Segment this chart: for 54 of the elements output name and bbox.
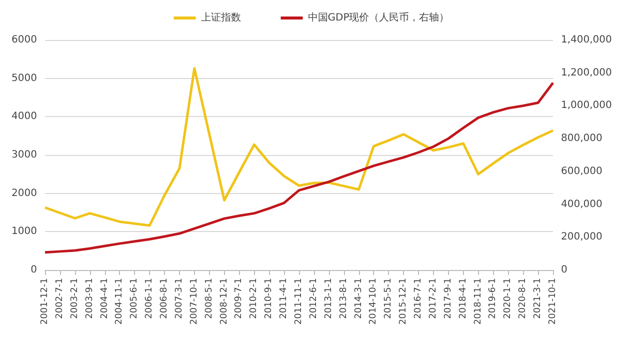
x-tick-label: 2021-3-1	[533, 278, 544, 319]
x-tick-label: 2014-3-1	[354, 278, 364, 319]
x-tick-label: 2010-2-1	[249, 278, 260, 319]
y-tick-label: 5000	[12, 72, 37, 84]
y-tick-label: 3000	[12, 150, 37, 160]
x-tick-label: 2017-2-1	[428, 278, 438, 319]
line-series	[44, 67, 554, 227]
x-tick-label: 2013-1-1	[324, 278, 334, 319]
x-tick-label: 2006-8-1	[160, 278, 170, 319]
x-tick-label: 2002-7-1	[54, 278, 65, 319]
x-tick-label: 2016-7-1	[414, 278, 424, 319]
x-tick-label: 2004-4-1	[100, 278, 110, 319]
legend-label: 上证指数	[200, 12, 241, 24]
x-tick-label: 2015-5-1	[384, 278, 394, 319]
y2-tick-label: 1,200,000	[561, 67, 612, 78]
y2-tick-label: 0	[561, 264, 568, 276]
y-tick-label: 6000	[12, 34, 37, 46]
y-tick-label: 4000	[12, 111, 37, 122]
x-tick-label: 2008-5-1	[204, 278, 214, 319]
line-series	[44, 82, 554, 254]
x-tick-label: 2009-7-1	[234, 278, 244, 319]
y-tick-label: 0	[30, 264, 37, 276]
y2-tick-label: 1,400,000	[561, 34, 612, 46]
x-tick-label: 2005-6-1	[130, 278, 140, 319]
legend-label: 中国GDP现价（人民币，右轴）	[308, 12, 450, 24]
x-tick-label: 2006-1-1	[144, 278, 155, 319]
x-tick-label: 2018-11-1	[473, 278, 484, 325]
x-tick-label: 2019-6-1	[488, 278, 498, 319]
x-tick-label: 2011-4-1	[279, 278, 290, 319]
x-tick-label: 2004-11-1	[114, 278, 125, 325]
y2-tick-label: 200,000	[561, 232, 602, 243]
x-tick-label: 2003-2-1	[70, 278, 80, 319]
y-tick-label: 1000	[12, 226, 37, 238]
x-tick-label: 2007-3-1	[174, 278, 184, 319]
x-tick-label: 2013-8-1	[338, 278, 349, 319]
x-tick-label: 2018-4-1	[458, 278, 468, 319]
y2-tick-label: 1,000,000	[561, 100, 612, 112]
x-tick-label: 2008-12-1	[219, 278, 230, 325]
x-tick-label: 2010-9-1	[264, 278, 274, 319]
x-tick-label: 2020-1-1	[503, 278, 514, 319]
y2-tick-label: 400,000	[561, 198, 602, 210]
x-tick-label: 2020-8-1	[518, 278, 528, 319]
x-tick-label: 2015-12-1	[398, 278, 409, 325]
x-tick-label: 2021-10-1	[548, 278, 558, 325]
y2-tick-label: 600,000	[561, 166, 602, 177]
x-tick-label: 2003-9-1	[84, 278, 95, 319]
x-tick-label: 2012-6-1	[308, 278, 319, 319]
x-tick-label: 2011-11-1	[294, 278, 304, 325]
y2-tick-label: 800,000	[561, 133, 602, 144]
y-tick-label: 2000	[12, 188, 37, 199]
x-tick-label: 2017-9-1	[443, 278, 454, 319]
x-tick-label: 2001-12-1	[40, 278, 50, 325]
x-tick-label: 2014-10-1	[368, 278, 379, 325]
x-tick-label: 2007-10-1	[189, 278, 200, 325]
